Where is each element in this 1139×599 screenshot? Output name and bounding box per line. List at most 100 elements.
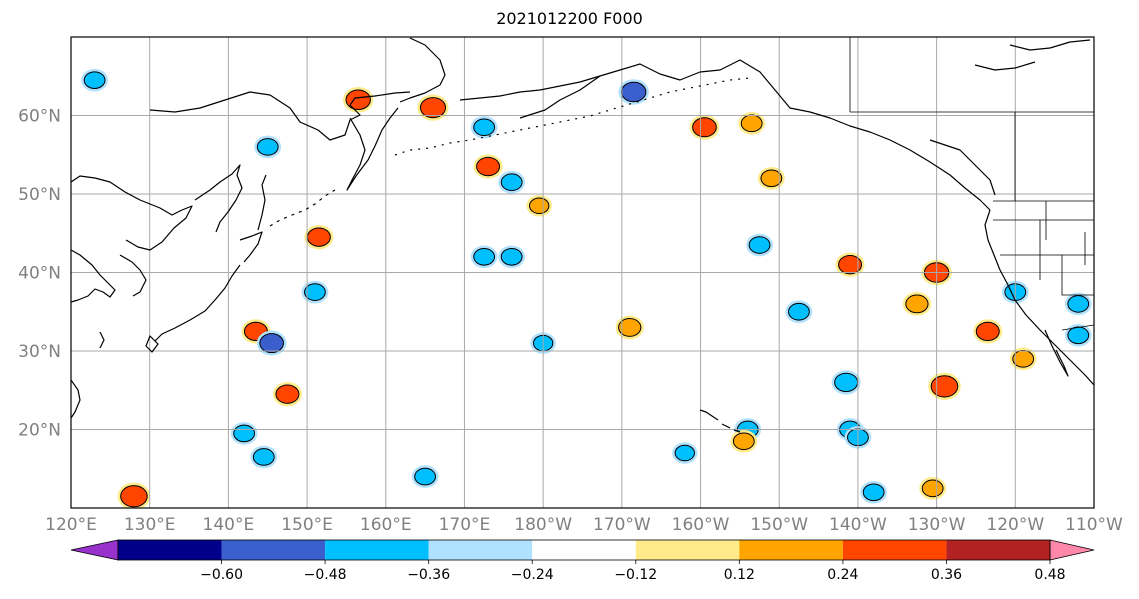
positive-anomaly [476, 156, 501, 177]
negative-anomaly [1067, 326, 1090, 345]
baja [1044, 329, 1069, 377]
colorbar-segment [325, 540, 429, 560]
colorbar: −0.60 −0.48 −0.36 −0.24 −0.12 0.12 0.24 0.36 0.4… [70, 539, 1139, 583]
japan-honshu [154, 264, 241, 342]
british-columbia [929, 139, 996, 196]
lon-tick-label: 120°W [986, 515, 1044, 535]
canada-provinces [850, 111, 1094, 240]
lon-tick-label: 150°W [750, 515, 808, 535]
colorbar-segment [221, 540, 326, 560]
lon-tick-label: 150°E [281, 515, 333, 535]
lon-tick-label: 180°W [514, 515, 572, 535]
political-borders [849, 37, 1094, 331]
korea-coastline [119, 254, 147, 297]
colorbar-tick-label: −0.60 [200, 567, 243, 583]
lon-tick-label: 160°W [672, 515, 730, 535]
north-america-coast [984, 209, 1094, 386]
coastlines [71, 37, 1094, 433]
negative-anomaly [862, 483, 885, 502]
colorbar-segment [532, 540, 636, 560]
kamchatka [346, 107, 399, 191]
colorbar-tick-label: −0.24 [511, 567, 554, 583]
colorbar-segment [739, 540, 843, 560]
positive-anomaly [419, 97, 447, 119]
sakhalin [257, 174, 267, 231]
philippines [71, 379, 81, 419]
colorbar-tick-label: 0.48 [1034, 567, 1065, 583]
colorbar-frame [117, 539, 1051, 561]
positive-anomaly [760, 169, 783, 188]
negative-anomaly [620, 81, 647, 103]
colorbar-tick-label: 0.24 [827, 567, 858, 583]
colorbar-segment [842, 540, 947, 560]
lon-tick-label: 140°E [203, 515, 255, 535]
colorbar-extend-low [70, 539, 119, 561]
positive-anomaly [618, 318, 642, 337]
lat-tick-label: 30°N [18, 342, 61, 362]
lon-tick-label: 110°W [1065, 515, 1123, 535]
positive-anomaly [120, 485, 148, 508]
positive-anomaly [740, 114, 763, 133]
colorbar-tick-label: −0.36 [407, 567, 450, 583]
plot-frame [70, 36, 1095, 509]
colorbar-tick-label: 0.12 [724, 567, 755, 583]
negative-anomaly [256, 138, 279, 156]
us-states [993, 219, 1094, 296]
colorbar-extend-high [1049, 539, 1095, 561]
negative-anomaly [674, 444, 695, 462]
negative-anomaly [252, 448, 275, 466]
positive-anomaly [838, 254, 863, 275]
negative-anomaly [304, 283, 326, 301]
lon-tick-label: 140°W [829, 515, 887, 535]
positive-anomaly [905, 294, 929, 314]
longitude-labels: 120°E 130°E 140°E 150°E 160°E 170°E 180°W 170°W… [45, 515, 1123, 535]
positive-anomaly [921, 479, 944, 498]
negative-anomaly [233, 424, 256, 443]
colorbar-tick-label: −0.48 [304, 567, 347, 583]
hawaii [699, 409, 741, 433]
positive-anomaly [975, 321, 1000, 342]
kyushu [145, 335, 159, 353]
lat-tick-label: 20°N [18, 421, 61, 441]
latitude-labels: 20°N 30°N 40°N 50°N 60°N [18, 107, 61, 441]
negative-anomaly [1067, 295, 1090, 313]
negative-anomaly [259, 333, 285, 354]
negative-anomaly [788, 302, 810, 321]
asia-north-coast [71, 175, 193, 251]
japan-hokkaido [239, 231, 263, 263]
asia-coastline [71, 249, 116, 303]
colorbar-segment [428, 540, 533, 560]
positive-anomaly [732, 432, 755, 451]
lon-tick-label: 160°E [360, 515, 412, 535]
colorbar-tick-label: 0.36 [931, 567, 962, 583]
gridlines [71, 37, 1094, 508]
lat-tick-label: 60°N [18, 107, 61, 127]
positive-anomaly [275, 384, 300, 404]
siberia-coast [194, 164, 243, 233]
positive-anomaly [692, 117, 717, 138]
aleutian-chain [394, 77, 751, 156]
negative-anomaly [414, 467, 437, 486]
okhotsk-coast [149, 91, 411, 141]
positive-anomaly [306, 227, 331, 247]
alaska-west-coast [399, 37, 446, 103]
lat-tick-label: 40°N [18, 264, 61, 284]
positive-anomaly [529, 197, 550, 215]
negative-anomaly [473, 247, 496, 266]
positive-anomaly [930, 375, 959, 398]
colorbar-tick-label: 0.60 [1138, 567, 1139, 583]
colorbar-tick-label: −0.12 [614, 567, 657, 583]
colorbar-segment [635, 540, 740, 560]
positive-anomaly [345, 89, 371, 111]
arctic-shore [1009, 39, 1091, 51]
negative-anomaly [83, 71, 106, 89]
negative-anomaly [500, 247, 523, 266]
hudson-shore [974, 61, 1036, 71]
lon-tick-label: 170°W [593, 515, 651, 535]
colorbar-segment [118, 540, 222, 560]
taiwan [99, 331, 105, 349]
negative-anomaly [473, 118, 496, 137]
alaska-peninsula [519, 75, 601, 119]
colorbar-segment [946, 540, 1050, 560]
lon-tick-label: 170°E [439, 515, 491, 535]
